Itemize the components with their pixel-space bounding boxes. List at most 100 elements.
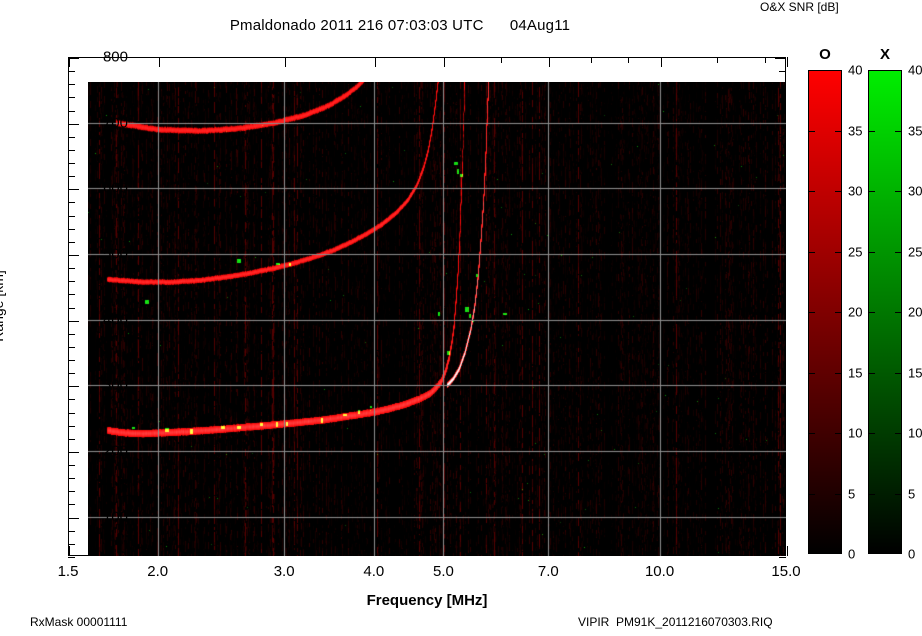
y-tick-minor xyxy=(68,281,75,283)
x-tick-label: 10.0 xyxy=(644,563,675,580)
colorbar-tick-right xyxy=(895,493,902,495)
x-tick-major-top xyxy=(69,57,70,67)
y-tick-minor-right xyxy=(779,71,786,73)
colorbar-tick xyxy=(808,312,815,313)
colorbar-tick xyxy=(868,130,875,132)
y-tick-label: 100 xyxy=(102,508,128,526)
colorbar-tick xyxy=(868,372,875,374)
y-tick-label: 800 xyxy=(102,48,128,66)
colorbar-tick-right xyxy=(835,493,842,495)
colorbar-tick-right xyxy=(835,312,842,313)
colorbar-tick xyxy=(868,312,875,313)
x-tick-label: 3.0 xyxy=(273,563,295,580)
x-tick-label: 5.0 xyxy=(432,563,454,580)
colorbar-tick-label: 15 xyxy=(848,365,863,380)
colorbar-tick-right xyxy=(835,251,842,253)
colorbar-tick-label: 0 xyxy=(908,546,916,562)
y-tick-minor xyxy=(68,360,75,362)
colorbar-tick-label: 20 xyxy=(908,304,922,320)
y-tick-minor xyxy=(68,136,75,138)
colorbar-tick xyxy=(868,191,875,192)
y-tick-minor xyxy=(68,268,75,270)
y-tick-major xyxy=(68,451,79,453)
y-tick-minor xyxy=(68,110,75,112)
y-tick-label: 700 xyxy=(102,114,128,132)
y-tick-label: 200 xyxy=(102,442,128,460)
colorbar-tick-right xyxy=(895,130,902,132)
x-axis-title: Frequency [MHz] xyxy=(366,592,488,609)
colorbar-tick-label: 35 xyxy=(848,123,863,138)
colorbar-tick xyxy=(808,130,815,132)
colorbar-tick-right xyxy=(835,130,842,132)
x-tick-major-top xyxy=(374,57,376,67)
colorbar-tick-label: 0 xyxy=(848,546,856,562)
x-tick-minor-top xyxy=(501,57,503,63)
colorbar-tick xyxy=(808,433,815,434)
x-tick-label: 2.0 xyxy=(147,563,169,580)
x-tick-major-top xyxy=(444,57,446,67)
ionogram-canvas xyxy=(88,82,786,556)
x-tick-label: 7.0 xyxy=(537,563,559,580)
y-tick-minor xyxy=(68,71,75,73)
y-tick-minor xyxy=(68,543,75,545)
x-tick-major-top xyxy=(787,57,788,67)
x-tick-major xyxy=(787,546,788,556)
y-tick-minor xyxy=(68,346,75,348)
colorbar-tick xyxy=(808,493,815,495)
colorbar-tick-right xyxy=(895,433,902,434)
colorbar-tick-label: 30 xyxy=(848,183,863,199)
y-tick-major xyxy=(68,254,79,256)
colorbar-tick-label: 30 xyxy=(908,183,922,199)
y-tick-minor xyxy=(68,557,75,558)
x-tick-major xyxy=(69,546,70,556)
y-tick-label: 600 xyxy=(102,179,128,197)
y-tick-minor xyxy=(68,504,75,506)
y-tick-label: 400 xyxy=(102,311,128,329)
colorbar-header-label: O&X SNR [dB] xyxy=(760,0,839,14)
y-tick-minor xyxy=(68,438,75,440)
y-tick-minor xyxy=(68,478,75,480)
colorbar-tick-label: 15 xyxy=(908,365,922,380)
y-tick-minor xyxy=(68,84,75,86)
colorbar-tick-right xyxy=(895,312,902,313)
x-tick-label: 4.0 xyxy=(363,563,385,580)
colorbar-tick-right xyxy=(835,433,842,434)
y-tick-major xyxy=(68,123,79,125)
colorbar-tick-right xyxy=(895,251,902,253)
rxmask-footer: RxMask 00001111 xyxy=(30,615,128,629)
y-tick-major xyxy=(68,320,79,322)
colorbar-tick-label: 25 xyxy=(908,244,922,259)
x-tick-major-top xyxy=(660,57,662,67)
y-tick-minor xyxy=(68,149,75,151)
colorbar-tick xyxy=(808,191,815,192)
source-file-footer: VIPIR PM91K_2011216070303.RIQ xyxy=(578,615,773,629)
colorbar-tick-right xyxy=(895,372,902,374)
x-tick-major-top xyxy=(158,57,160,67)
y-tick-minor xyxy=(68,176,75,178)
y-tick-minor xyxy=(68,412,75,414)
y-tick-major xyxy=(68,517,79,519)
colorbar-tick-label: 40 xyxy=(908,62,922,78)
y-tick-minor xyxy=(68,491,75,493)
y-tick-minor xyxy=(68,97,75,99)
colorbar-tick-label: 25 xyxy=(848,244,863,259)
x-tick-major-top xyxy=(549,57,551,67)
x-tick-label: 15.0 xyxy=(771,563,801,580)
colorbar-tick xyxy=(868,493,875,495)
colorbar-tick xyxy=(868,251,875,253)
x-tick-label: 1.5 xyxy=(57,563,79,580)
colorbar-tick-right xyxy=(835,372,842,374)
colorbar-tick-label: 10 xyxy=(908,425,922,441)
y-tick-minor xyxy=(68,399,75,401)
colorbar-tick xyxy=(868,433,875,434)
y-tick-minor xyxy=(68,465,75,467)
page-title: Pmaldonado 2011 216 07:03:03 UTC 04Aug11 xyxy=(229,17,571,34)
x-tick-minor-top xyxy=(627,57,629,63)
y-tick-minor xyxy=(68,215,75,217)
y-tick-minor xyxy=(68,307,75,309)
y-tick-minor xyxy=(68,425,75,427)
y-tick-minor xyxy=(68,333,75,335)
y-tick-label: 300 xyxy=(102,376,128,394)
colorbar-tick-label: 40 xyxy=(848,62,863,78)
